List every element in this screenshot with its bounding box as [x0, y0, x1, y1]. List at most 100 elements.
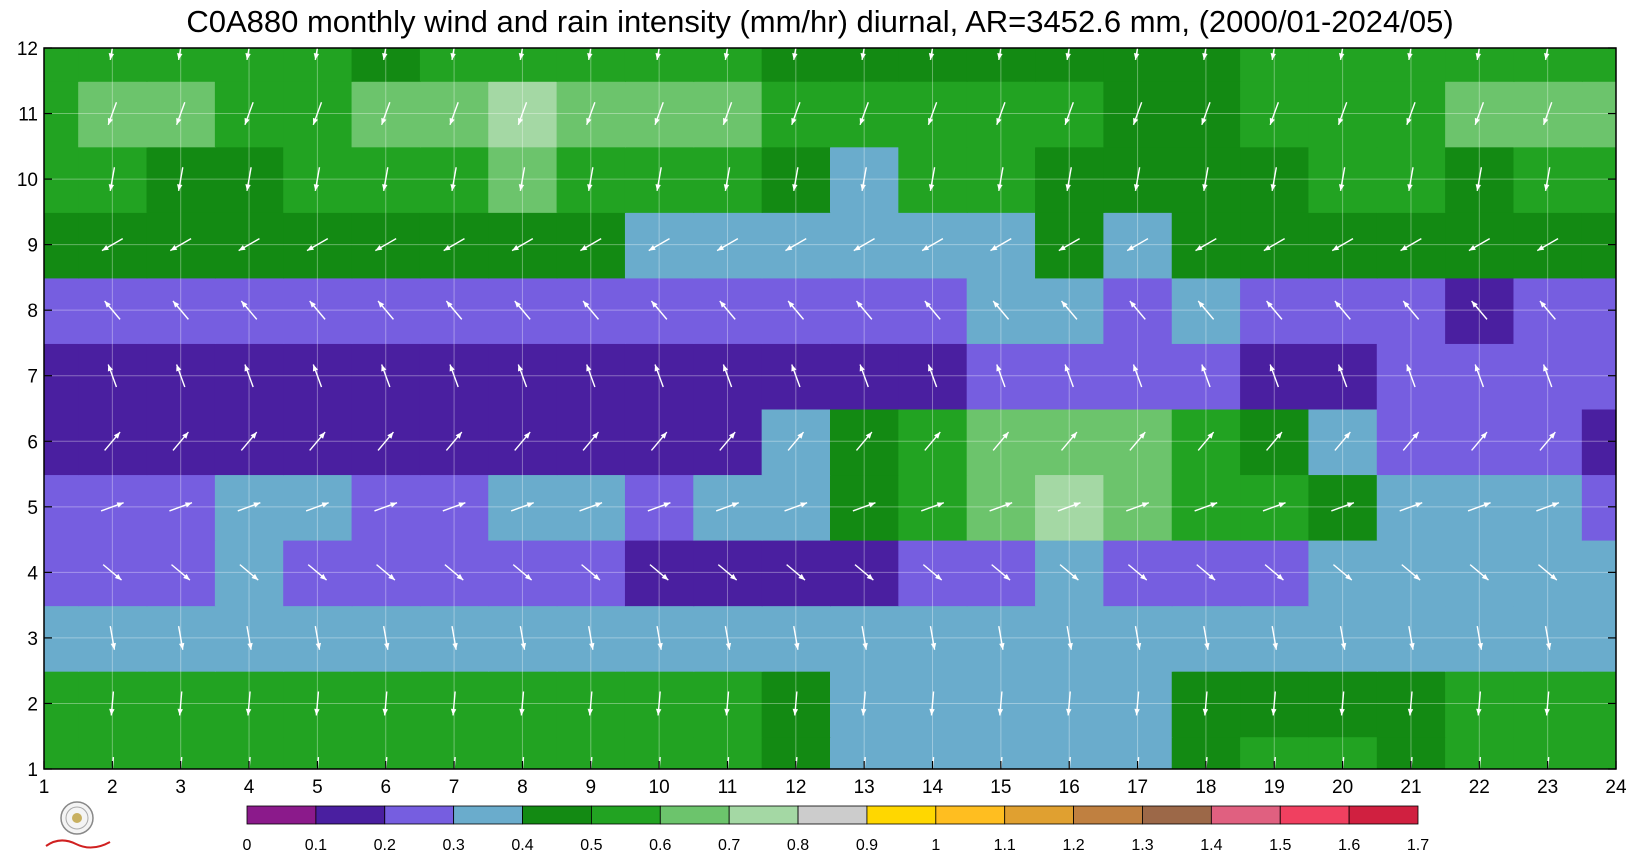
- wind-arrow: [724, 691, 730, 716]
- wind-arrow: [1474, 102, 1485, 126]
- heat-cell: [1240, 48, 1310, 82]
- heat-cell: [1376, 48, 1447, 82]
- x-tick-label: 10: [649, 777, 670, 798]
- wind-arrow: [169, 502, 193, 512]
- x-tick-label: 8: [517, 777, 528, 798]
- wind-arrow: [855, 431, 873, 451]
- wind-arrow: [582, 300, 600, 320]
- wind-arrow: [1197, 431, 1215, 451]
- wind-arrow: [1269, 364, 1280, 388]
- colorbar-swatch: [1348, 805, 1419, 825]
- wind-arrow: [726, 756, 730, 769]
- heat-cell: [351, 48, 421, 82]
- wind-arrow: [313, 48, 320, 60]
- wind-arrow: [722, 102, 733, 126]
- wind-arrow: [924, 300, 941, 320]
- wind-arrow: [1337, 364, 1348, 388]
- wind-arrow: [1270, 48, 1276, 60]
- wind-arrow: [991, 564, 1011, 581]
- wind-arrow: [1202, 691, 1209, 716]
- wind-arrow: [175, 102, 186, 126]
- wind-arrow: [169, 238, 192, 252]
- colorbar-label: 0.7: [718, 837, 740, 854]
- wind-arrow: [927, 102, 938, 126]
- colorbar-swatch: [1073, 805, 1143, 825]
- wind-arrow: [784, 502, 808, 512]
- wind-arrow: [787, 431, 805, 451]
- heat-cell: [78, 408, 148, 476]
- wind-arrow: [791, 102, 801, 126]
- wind-arrow: [719, 300, 736, 320]
- x-tick-label: 1: [39, 777, 50, 798]
- heat-cell: [488, 408, 558, 476]
- wind-arrow: [244, 102, 254, 126]
- x-tick-label: 18: [1195, 777, 1216, 798]
- wind-arrow: [1408, 625, 1415, 650]
- wind-arrow: [793, 625, 800, 650]
- wind-arrow: [1064, 364, 1074, 388]
- wind-arrow: [996, 102, 1006, 126]
- wind-arrow: [309, 431, 326, 451]
- heat-cell: [556, 48, 626, 82]
- wind-arrow: [450, 48, 456, 60]
- wind-arrow: [1058, 238, 1080, 252]
- colorbar-swatch: [591, 805, 661, 825]
- heat-cell: [761, 48, 831, 82]
- wind-arrow: [175, 364, 186, 388]
- heat-cell: [1513, 48, 1583, 82]
- wind-arrow: [309, 300, 326, 320]
- heat-cell: [78, 48, 148, 82]
- wind-arrow: [722, 364, 733, 388]
- wind-arrow: [860, 691, 867, 716]
- wind-arrow: [1201, 102, 1211, 126]
- colorbar-swatch: [1142, 805, 1212, 825]
- wind-arrow: [107, 102, 118, 126]
- wind-arrow: [655, 691, 662, 716]
- wind-arrow: [655, 48, 661, 60]
- wind-arrow: [1536, 502, 1560, 512]
- wind-arrow: [245, 167, 252, 192]
- heat-cell: [898, 48, 968, 82]
- wind-arrow: [1060, 300, 1078, 320]
- colorbar-swatch: [1004, 805, 1074, 825]
- plot-frame: [43, 47, 1617, 770]
- wind-arrow: [588, 625, 595, 650]
- x-tick-label: 5: [312, 777, 323, 798]
- wind-arrow: [1407, 48, 1413, 60]
- wind-arrow: [650, 431, 668, 451]
- wind-arrow: [305, 502, 329, 512]
- wind-arrow: [1197, 300, 1215, 320]
- wind-arrow: [1407, 167, 1414, 192]
- wind-arrow: [586, 364, 596, 388]
- wind-arrow: [715, 502, 739, 512]
- heat-cell: [44, 48, 80, 82]
- wind-arrow: [1332, 564, 1353, 581]
- wind-arrow: [723, 48, 730, 60]
- y-tick-label: 1: [27, 760, 38, 781]
- wind-arrow: [859, 364, 869, 388]
- colorbar-swatch: [797, 805, 868, 825]
- wind-arrow: [1270, 167, 1278, 192]
- colorbar-label: 1.4: [1200, 837, 1222, 854]
- wind-arrow: [444, 564, 464, 581]
- wind-arrow: [863, 756, 866, 769]
- heat-cell: [283, 48, 353, 82]
- wind-arrow: [1264, 564, 1284, 581]
- wind-arrow: [1341, 756, 1345, 769]
- wind-arrow: [1467, 502, 1491, 512]
- wind-arrow: [1474, 364, 1485, 388]
- heat-cell: [1308, 48, 1378, 82]
- wind-arrow: [172, 300, 189, 320]
- wind-arrow: [1338, 48, 1345, 60]
- wind-arrow: [382, 167, 389, 192]
- wind-arrow: [853, 238, 875, 252]
- wind-arrow: [719, 431, 736, 451]
- colorbar-label: 0.3: [443, 837, 465, 854]
- wind-arrow: [1337, 102, 1348, 126]
- wind-arrow: [1271, 691, 1277, 716]
- heat-cell: [1308, 408, 1378, 476]
- wind-arrow: [1400, 238, 1422, 252]
- wind-arrow: [1331, 502, 1355, 512]
- wind-arrow: [586, 102, 596, 126]
- wind-arrow: [1129, 431, 1146, 451]
